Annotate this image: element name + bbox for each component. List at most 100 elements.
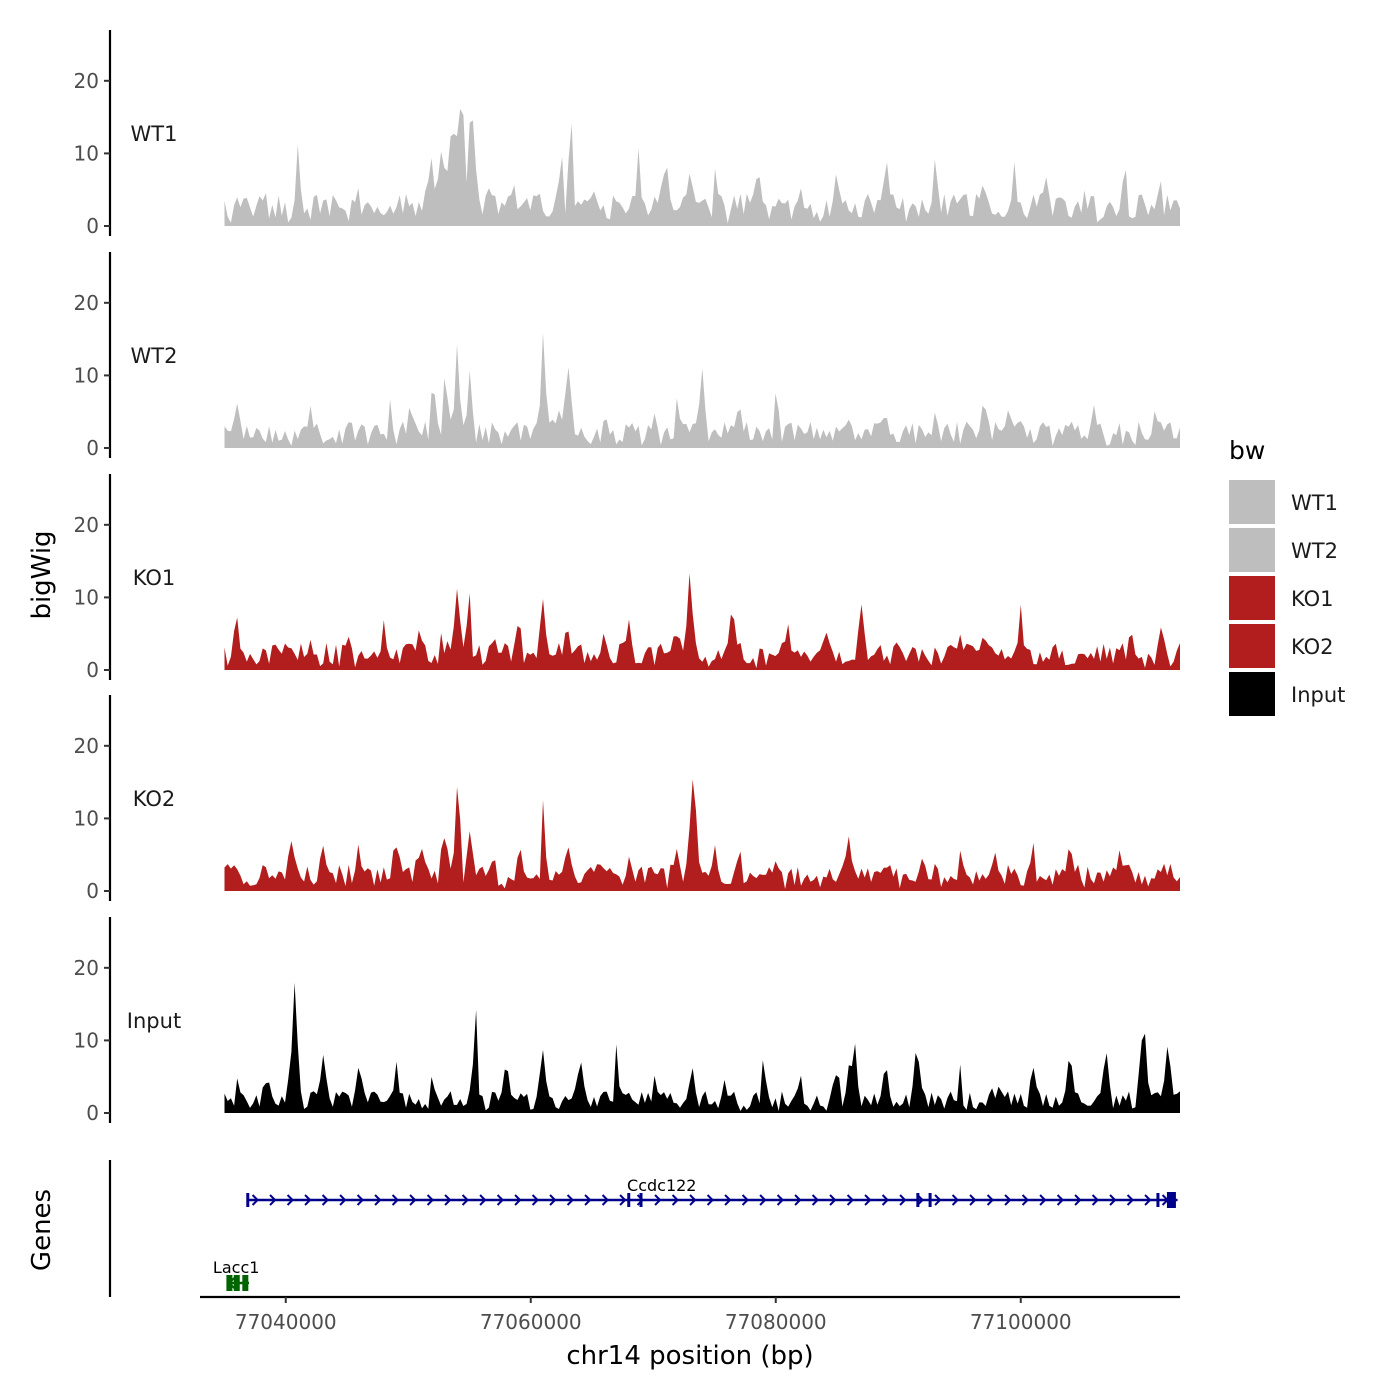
y-tick-label: 0 [86,1101,99,1125]
legend-label: KO1 [1291,587,1334,611]
legend-label: KO2 [1291,635,1334,659]
legend: bw WT1 WT2 KO1 KO2 Input [1229,436,1345,716]
strand-arrow [1039,1194,1047,1206]
strand-arrow [846,1194,854,1206]
strand-arrow [969,1194,977,1206]
y-axis-title: bigWig [27,530,57,619]
track-ko2: 0 10 20 KO2 [74,695,1180,903]
y-tick-label: 0 [86,436,99,460]
exon [1156,1193,1160,1207]
strand-arrow [934,1194,942,1206]
coverage-area-wt2 [224,332,1180,448]
y-tick-label: 10 [74,585,99,609]
y-tick-label: 20 [74,513,99,537]
track-label: Input [127,1009,181,1033]
y-tick-label: 10 [74,141,99,165]
track-label: KO1 [133,566,176,590]
strand-arrow [654,1194,662,1206]
strand-arrow [251,1194,259,1206]
strand-arrow [269,1194,277,1206]
strand-arrow [426,1194,434,1206]
strand-arrow [286,1194,294,1206]
gene-label: Ccdc122 [627,1176,696,1195]
strand-arrow [636,1194,644,1206]
x-tick-label: 77100000 [970,1310,1072,1334]
coverage-area-ko1 [224,573,1180,670]
track-wt1: 0 10 20 WT1 [74,30,1180,238]
strand-arrow [1144,1194,1152,1206]
x-tick-label: 77040000 [235,1310,337,1334]
strand-arrow [986,1194,994,1206]
x-axis-title: chr14 position (bp) [566,1341,813,1371]
strand-arrow [794,1194,802,1206]
gene-lacc1: Lacc1 [213,1258,260,1291]
strand-arrow [409,1194,417,1206]
y-tick-label: 10 [74,363,99,387]
strand-arrow [549,1194,557,1206]
strand-arrow [374,1194,382,1206]
x-axis: 77040000 77060000 77080000 77100000 [200,1295,1180,1334]
track-input: 0 10 20 Input [74,917,1180,1125]
strand-arrow [724,1194,732,1206]
legend-entry-input: Input [1229,672,1345,716]
track-label: KO2 [133,787,176,811]
x-tick-label: 77080000 [725,1310,827,1334]
y-tick-label: 20 [74,69,99,93]
strand-arrow [479,1194,487,1206]
y-tick-label: 0 [86,879,99,903]
gene-ccdc122: Ccdc122 [246,1176,1178,1208]
strand-arrow [444,1194,452,1206]
strand-arrow [1074,1194,1082,1206]
y-tick-label: 20 [74,956,99,980]
strand-arrow [321,1194,329,1206]
strand-arrow [741,1194,749,1206]
exon [916,1193,920,1207]
exon [627,1193,631,1207]
strand-arrow [584,1194,592,1206]
exon [928,1193,932,1207]
legend-label: Input [1291,683,1345,707]
legend-swatch [1229,576,1275,620]
strand-arrow [514,1194,522,1206]
track-ko1: 0 10 20 KO1 [74,474,1180,682]
strand-arrow [899,1194,907,1206]
strand-arrow [1126,1194,1134,1206]
strand-arrow [1091,1194,1099,1206]
legend-entry-wt2: WT2 [1229,528,1338,572]
strand-arrow [1109,1194,1117,1206]
y-tick-label: 10 [74,1028,99,1052]
legend-label: WT1 [1291,491,1338,515]
y-tick-label: 0 [86,214,99,238]
strand-arrow [759,1194,767,1206]
exon [242,1275,249,1291]
strand-arrow [531,1194,539,1206]
y-tick-label: 20 [74,734,99,758]
coverage-tracks: 0 10 20 WT1 0 10 20 WT2 0 10 20 KO1 0 10 20 KO2 0 10 20 Inp… [74,30,1180,1125]
strand-arrow [829,1194,837,1206]
legend-label: WT2 [1291,539,1338,563]
strand-arrow [864,1194,872,1206]
legend-entry-ko2: KO2 [1229,624,1334,668]
legend-swatch [1229,672,1275,716]
strand-arrow [671,1194,679,1206]
strand-arrow [1056,1194,1064,1206]
exon [639,1193,643,1207]
track-wt2: 0 10 20 WT2 [74,252,1180,460]
exon [226,1275,233,1291]
strand-arrow [601,1194,609,1206]
strand-arrow [566,1194,574,1206]
strand-arrow [1004,1194,1012,1206]
y-tick-label: 10 [74,806,99,830]
legend-swatch [1229,528,1275,572]
strand-arrow [356,1194,364,1206]
strand-arrow [706,1194,714,1206]
coverage-area-wt1 [224,108,1180,226]
strand-arrow [1021,1194,1029,1206]
gene-label: Lacc1 [213,1258,260,1277]
exon [246,1193,250,1207]
y-tick-label: 20 [74,291,99,315]
strand-arrow [619,1194,627,1206]
strand-arrow [304,1194,312,1206]
x-tick-label: 77060000 [480,1310,582,1334]
